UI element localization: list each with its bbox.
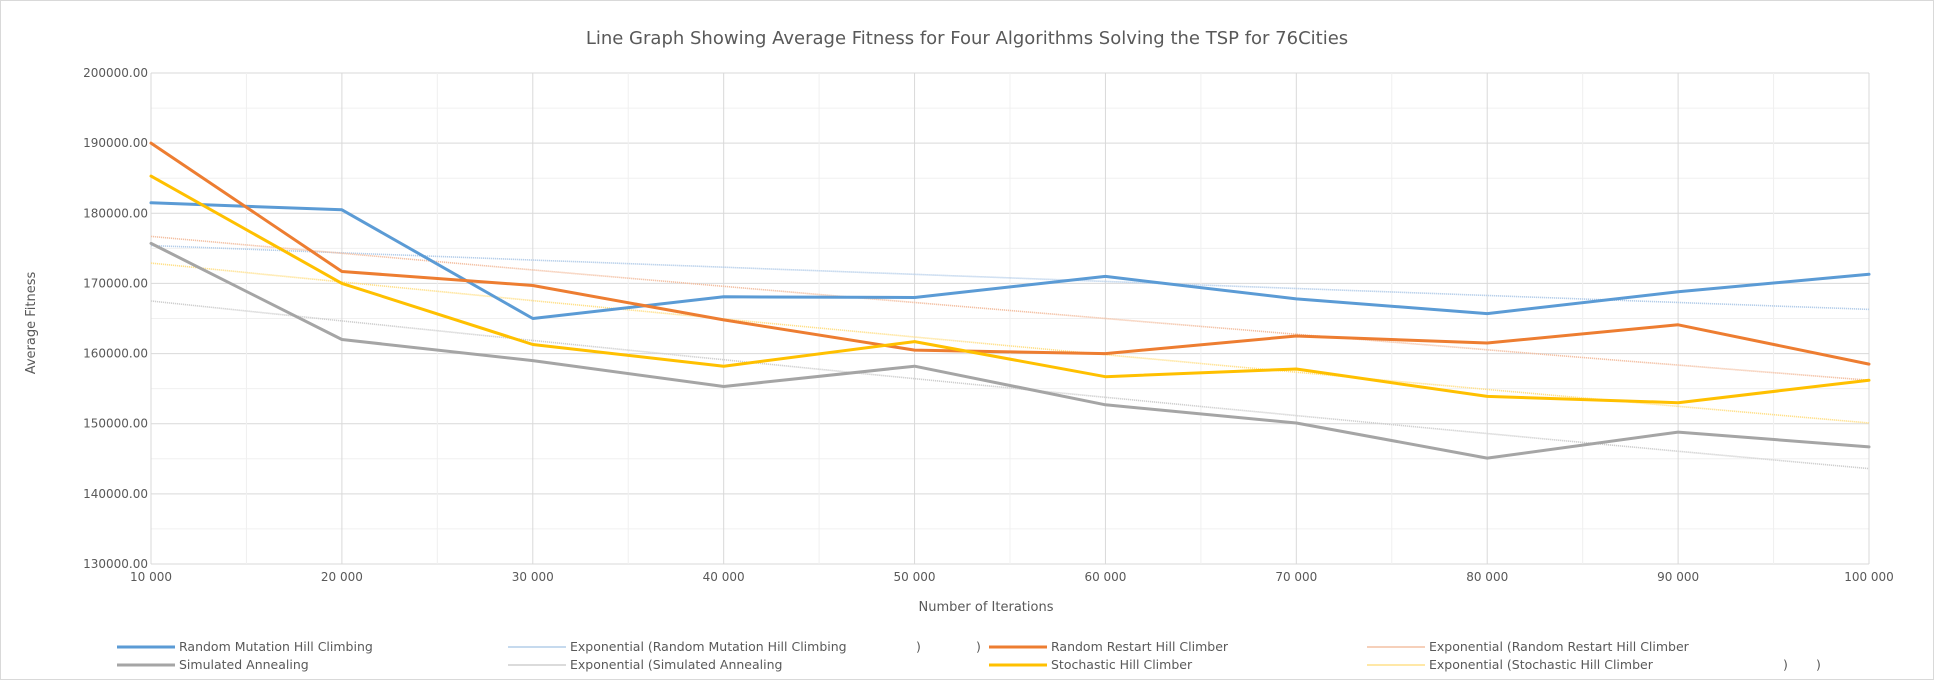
- x-tick-label: 50 000: [894, 570, 936, 584]
- y-axis-ticks: 130000.00 140000.00 150000.00 160000.00 1700…: [83, 66, 148, 571]
- y-tick-label: 150000.00: [83, 417, 148, 431]
- legend-label-suffix: ): [976, 639, 981, 654]
- x-tick-label: 40 000: [703, 570, 745, 584]
- series-line: [149, 141, 1871, 366]
- x-tick-label: 70 000: [1275, 570, 1317, 584]
- legend-label-suffix: ): [916, 639, 921, 654]
- legend-label: Simulated Annealing: [179, 657, 309, 672]
- trendline: [150, 262, 1870, 424]
- legend-label: Random Restart Hill Climber: [1051, 639, 1229, 654]
- x-tick-label: 30 000: [512, 570, 554, 584]
- legend-label: Exponential (Random Mutation Hill Climbi…: [570, 639, 847, 654]
- y-tick-label: 130000.00: [83, 557, 148, 571]
- series-line: [149, 201, 1871, 320]
- x-axis-ticks: 10 000 20 000 30 000 40 000 50 000 60 000 70 0…: [130, 570, 1894, 584]
- x-tick-label: 60 000: [1084, 570, 1126, 584]
- legend-label: Stochastic Hill Climber: [1051, 657, 1193, 672]
- series-line: [149, 174, 1871, 405]
- x-axis-title: Number of Iterations: [919, 600, 1054, 615]
- y-tick-label: 200000.00: [83, 66, 148, 80]
- legend: Random Mutation Hill Climbing Exponential…: [117, 639, 1821, 672]
- legend-label: Exponential (Simulated Annealing: [570, 657, 782, 672]
- y-tick-label: 140000.00: [83, 487, 148, 501]
- x-tick-label: 10 000: [130, 570, 172, 584]
- trendlines: [150, 235, 1870, 470]
- trendline: [150, 235, 1870, 381]
- series-lines: [149, 141, 1871, 460]
- legend-label: Exponential (Random Restart Hill Climber: [1429, 639, 1690, 654]
- x-tick-label: 80 000: [1466, 570, 1508, 584]
- x-tick-label: 100 000: [1844, 570, 1894, 584]
- legend-label-suffix: ): [1783, 657, 1788, 672]
- y-axis-title: Average Fitness: [24, 272, 39, 375]
- trendline: [150, 244, 1870, 311]
- y-tick-label: 190000.00: [83, 136, 148, 150]
- y-tick-label: 170000.00: [83, 276, 148, 290]
- legend-label: Exponential (Stochastic Hill Climber: [1429, 657, 1654, 672]
- y-tick-label: 160000.00: [83, 347, 148, 361]
- legend-label: Random Mutation Hill Climbing: [179, 639, 373, 654]
- gridlines: [150, 72, 1870, 565]
- y-tick-label: 180000.00: [83, 206, 148, 220]
- trendline: [150, 300, 1870, 470]
- series-line: [149, 241, 1871, 460]
- chart-title: Line Graph Showing Average Fitness for F…: [586, 28, 1348, 49]
- legend-label-suffix: ): [1816, 657, 1821, 672]
- x-tick-label: 20 000: [321, 570, 363, 584]
- x-tick-label: 90 000: [1657, 570, 1699, 584]
